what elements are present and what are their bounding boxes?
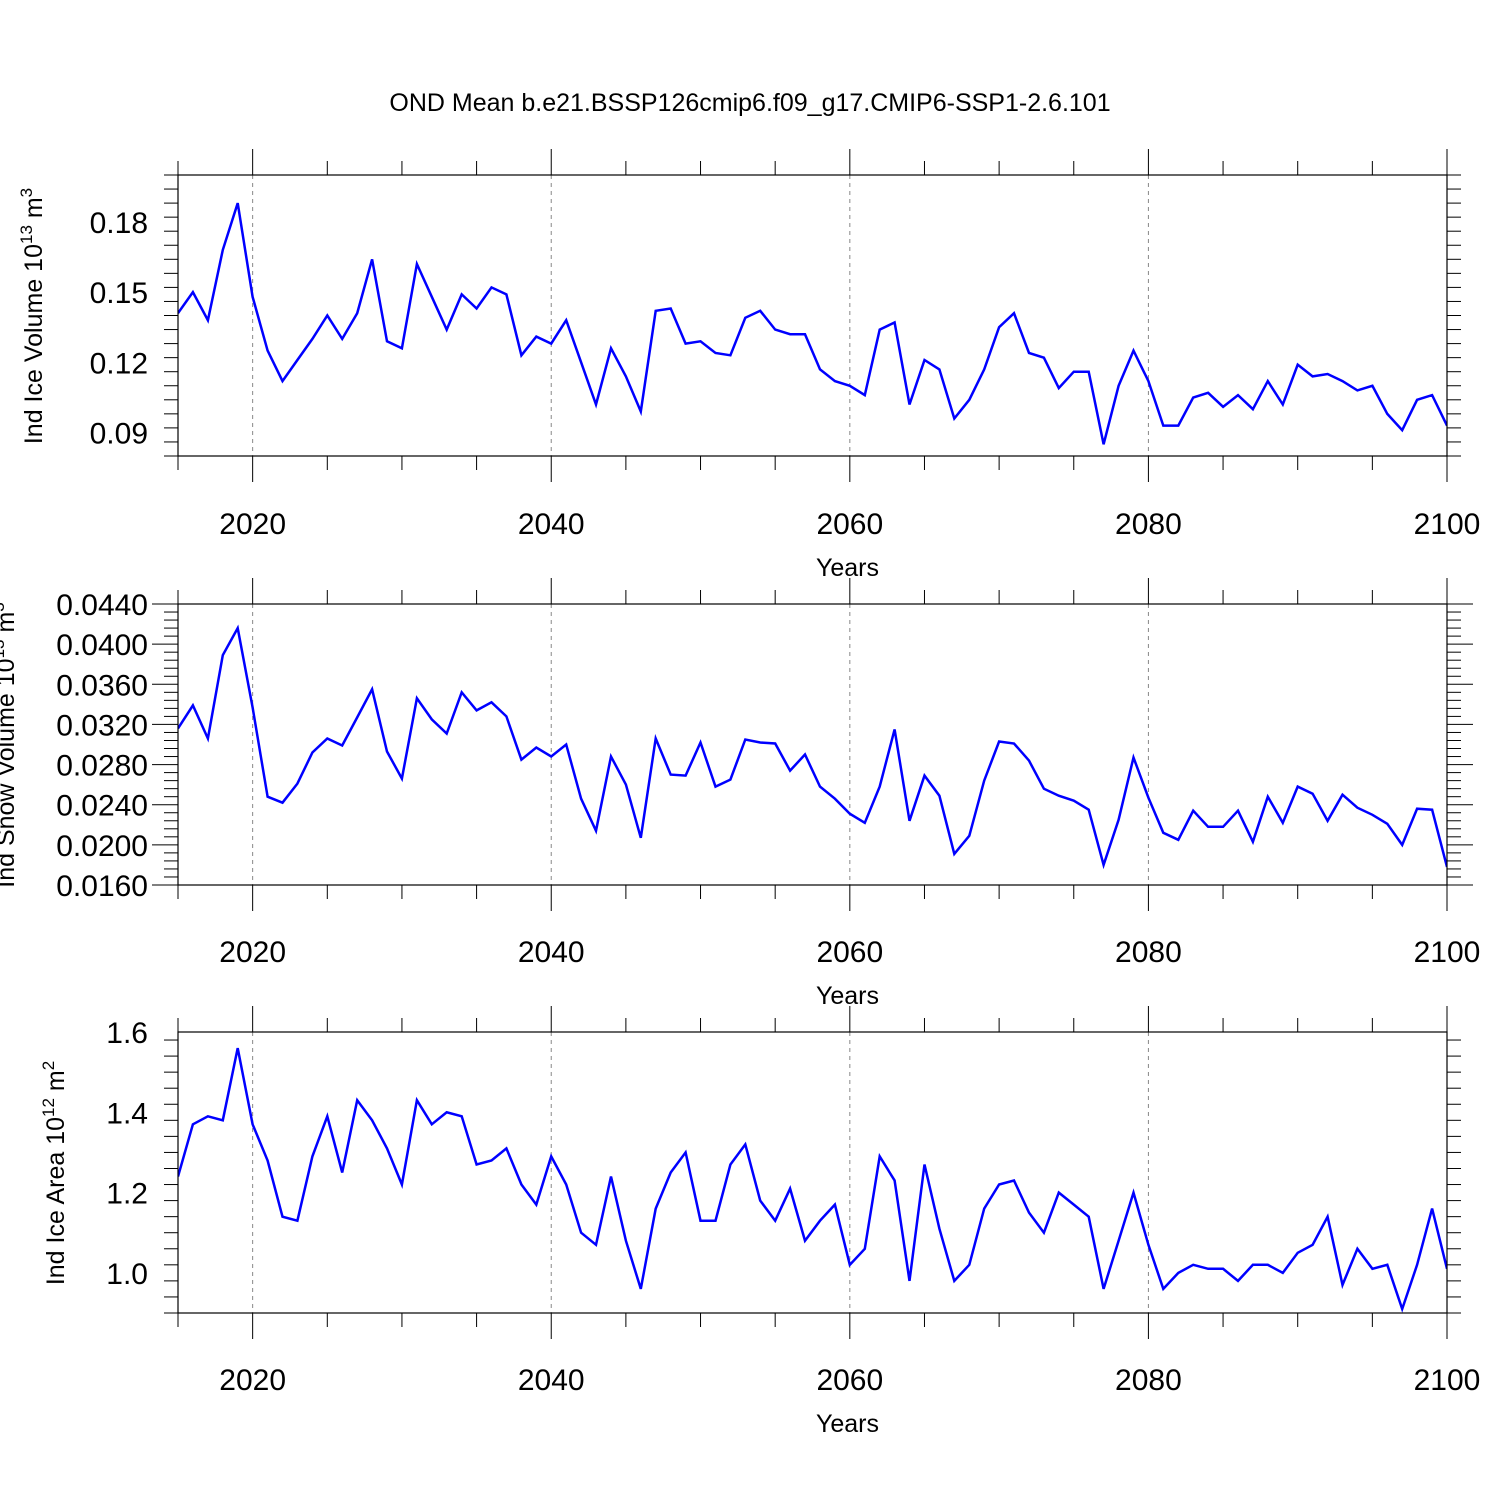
y-tick-label: 1.4 (106, 1097, 148, 1130)
x-axis-title: Years (816, 554, 879, 582)
y-tick-label: 0.0280 (56, 750, 148, 783)
y-tick-label: 0.0160 (56, 870, 148, 903)
x-tick-label: 2020 (219, 508, 286, 541)
panel-2: 0.0160 0.0200 0.0240 0.0280 0.0320 0.0360 0.04… (0, 578, 1480, 1010)
y-tick-label: 0.15 (90, 277, 148, 310)
x-tick-label: 2100 (1414, 508, 1481, 541)
x-tick-label: 2060 (816, 1364, 883, 1397)
y-tick-label: 1.6 (106, 1017, 148, 1050)
series-line-1 (178, 624, 1447, 870)
x-tick-label: 2040 (518, 1364, 585, 1397)
x-tick-label: 2040 (518, 936, 585, 969)
x-tick-label: 2040 (518, 508, 585, 541)
x-tick-label: 2100 (1414, 1364, 1481, 1397)
y-axis-title: Ind Ice Volume 1013 m3 (17, 188, 48, 444)
y-tick-label: 0.0440 (56, 589, 148, 622)
panels: 0.09 0.12 0.15 0.18 2020 2040 2060 2080 2100 Year… (0, 149, 1480, 1438)
panel-3: 1.0 1.2 1.4 1.6 2020 2040 2060 2080 2100 Years Ind… (39, 1006, 1480, 1438)
x-tick-label: 2060 (816, 936, 883, 969)
y-tick-label: 0.0320 (56, 709, 148, 742)
x-tick-label: 2080 (1115, 508, 1182, 541)
plot-frame (177, 174, 1448, 457)
y-tick-label: 0.09 (90, 418, 148, 451)
series-line-1 (178, 1047, 1447, 1313)
x-tick-label: 2060 (816, 508, 883, 541)
x-tick-label: 2080 (1115, 1364, 1182, 1397)
chart-title: OND Mean b.e21.BSSP126cmip6.f09_g17.CMIP… (389, 89, 1110, 117)
y-tick-label: 0.0200 (56, 830, 148, 863)
plot-frame (177, 1031, 1448, 1314)
y-axis-title: Ind Ice Area 1012 m2 (39, 1061, 70, 1285)
y-tick-label: 0.12 (90, 347, 148, 380)
panel-1: 0.09 0.12 0.15 0.18 2020 2040 2060 2080 2100 Year… (17, 149, 1480, 582)
y-tick-label: 1.0 (106, 1258, 148, 1291)
x-tick-label: 2020 (219, 1364, 286, 1397)
y-tick-label: 0.0400 (56, 629, 148, 662)
plot-frame (177, 603, 1448, 886)
y-axis-title: Ind Snow Volume 1013 m3 (0, 602, 20, 888)
series-line-1 (178, 202, 1447, 445)
x-tick-label: 2020 (219, 936, 286, 969)
x-axis-title: Years (816, 1410, 879, 1438)
y-tick-label: 0.18 (90, 207, 148, 240)
y-tick-label: 0.0360 (56, 669, 148, 702)
x-tick-label: 2080 (1115, 936, 1182, 969)
x-tick-label: 2100 (1414, 936, 1481, 969)
y-tick-label: 1.2 (106, 1178, 148, 1211)
x-axis-title: Years (816, 982, 879, 1010)
y-tick-label: 0.0240 (56, 790, 148, 823)
